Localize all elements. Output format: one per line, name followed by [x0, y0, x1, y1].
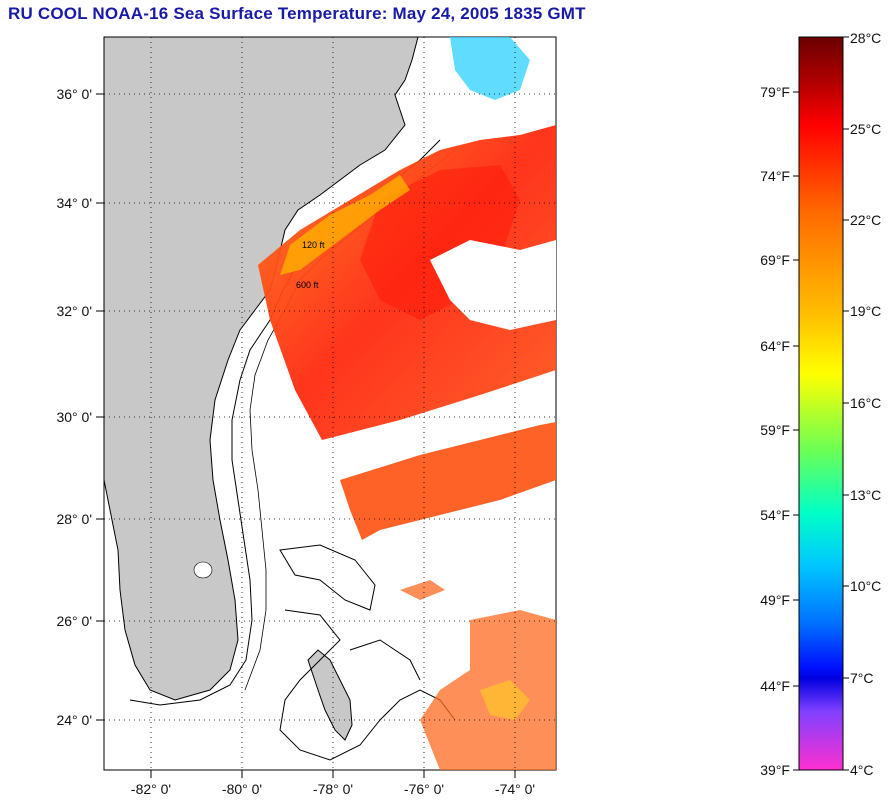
lon-label: -82° 0' [131, 781, 171, 797]
sst-warm-core [360, 165, 520, 320]
colorbar [798, 36, 844, 771]
bahamas-contours [279, 544, 456, 761]
sst-swath-tail [400, 580, 556, 770]
map-grid [104, 37, 556, 770]
fahrenheit-label: 44°F [760, 678, 790, 694]
celsius-label: 10°C [850, 578, 881, 594]
lat-label: 34° 0' [56, 195, 92, 211]
celsius-label: 13°C [850, 487, 881, 503]
colorbar-ticks [793, 36, 849, 771]
lat-label: 28° 0' [56, 511, 92, 527]
fahrenheit-label: 49°F [760, 592, 790, 608]
bahamas-islands [307, 649, 353, 741]
fahrenheit-label: 54°F [760, 507, 790, 523]
sst-cool-nearshore [280, 175, 410, 275]
fahrenheit-label: 59°F [760, 422, 790, 438]
lat-labels: 36° 0' 34° 0' 32° 0' 30° 0' 28° 0' 26° 0… [56, 86, 92, 728]
land-mainland [104, 37, 419, 701]
sst-scatter-yellow [480, 680, 530, 720]
lon-label: -76° 0' [404, 781, 444, 797]
celsius-label: 28°C [850, 30, 881, 46]
celsius-label: 4°C [850, 762, 874, 778]
sst-scatter-blue [450, 37, 530, 100]
colorbar-celsius-labels: 28°C 25°C 22°C 19°C 16°C 13°C 10°C 7°C 4… [850, 30, 881, 778]
lat-label: 26° 0' [56, 613, 92, 629]
fahrenheit-label: 79°F [760, 84, 790, 100]
lat-label: 36° 0' [56, 86, 92, 102]
fahrenheit-label: 69°F [760, 252, 790, 268]
map-ticks [96, 93, 516, 778]
map-title: RU COOL NOAA-16 Sea Surface Temperature:… [8, 4, 586, 23]
lat-label: 32° 0' [56, 303, 92, 319]
sst-swath-middle [340, 422, 556, 540]
lon-label: -80° 0' [222, 781, 262, 797]
fahrenheit-label: 74°F [760, 168, 790, 184]
lake-okeechobee [193, 561, 213, 579]
lon-label: -78° 0' [313, 781, 353, 797]
celsius-label: 19°C [850, 303, 881, 319]
sst-cloud-gap-1 [430, 240, 556, 330]
colorbar-fahrenheit-labels: 79°F 74°F 69°F 64°F 59°F 54°F 49°F 44°F … [760, 84, 790, 778]
lon-labels: -82° 0' -80° 0' -78° 0' -76° 0' -74° 0' [131, 781, 535, 797]
lon-label: -74° 0' [495, 781, 535, 797]
isobath-label-120: 120 ft [302, 240, 325, 250]
isobath-label-600: 600 ft [296, 280, 319, 290]
fahrenheit-label: 64°F [760, 338, 790, 354]
lat-label: 30° 0' [56, 409, 92, 425]
celsius-label: 7°C [850, 670, 874, 686]
lat-label: 24° 0' [56, 712, 92, 728]
fahrenheit-label: 39°F [760, 762, 790, 778]
celsius-label: 25°C [850, 121, 881, 137]
celsius-label: 22°C [850, 212, 881, 228]
celsius-label: 16°C [850, 395, 881, 411]
